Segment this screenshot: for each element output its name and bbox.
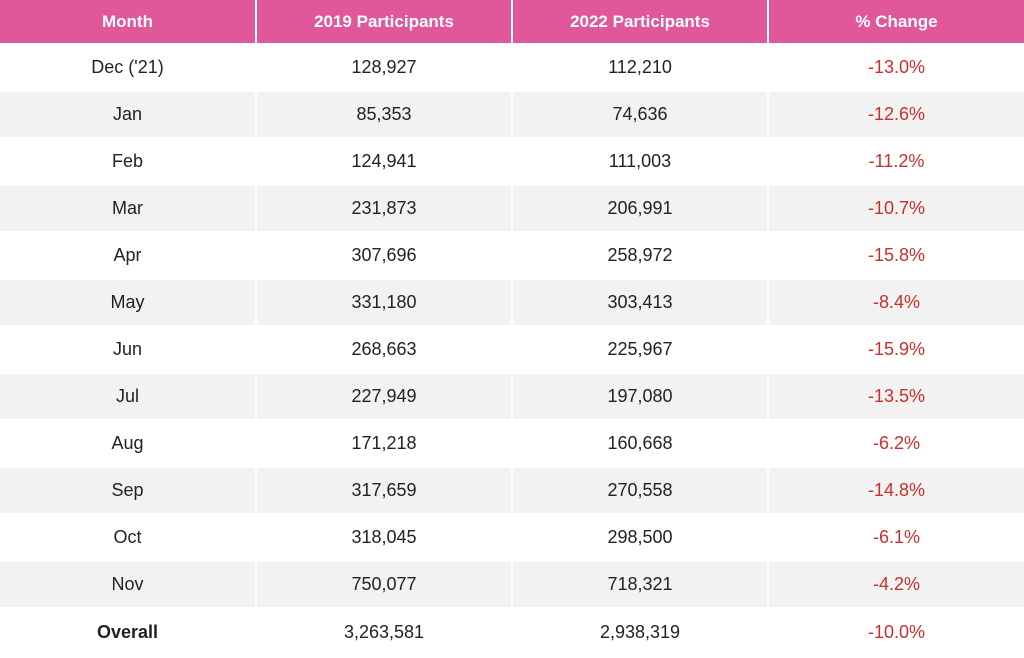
month-cell: May bbox=[0, 279, 257, 327]
participants-2022-cell: 270,558 bbox=[512, 467, 769, 515]
month-cell: Sep bbox=[0, 467, 257, 515]
month-cell: Mar bbox=[0, 185, 257, 233]
table-header: Month 2019 Participants 2022 Participant… bbox=[0, 0, 1024, 45]
participants-2022-cell: 112,210 bbox=[512, 44, 769, 92]
overall-change-cell: -10.0% bbox=[768, 608, 1024, 655]
participants-2022-cell: 197,080 bbox=[512, 373, 769, 421]
month-cell: Jul bbox=[0, 373, 257, 421]
month-cell: Nov bbox=[0, 561, 257, 609]
percent-change-cell: -10.7% bbox=[768, 185, 1024, 233]
column-header-2019-participants: 2019 Participants bbox=[256, 0, 513, 45]
participants-2019-cell: 227,949 bbox=[256, 373, 513, 421]
participants-2022-cell: 111,003 bbox=[512, 138, 769, 186]
table-row: Mar 231,873 206,991 -10.7% bbox=[0, 185, 1024, 233]
table-row: Apr 307,696 258,972 -15.8% bbox=[0, 232, 1024, 280]
percent-change-cell: -4.2% bbox=[768, 561, 1024, 609]
overall-label-cell: Overall bbox=[0, 608, 257, 655]
percent-change-cell: -6.1% bbox=[768, 514, 1024, 562]
participants-2022-cell: 303,413 bbox=[512, 279, 769, 327]
table-row: Aug 171,218 160,668 -6.2% bbox=[0, 420, 1024, 468]
table-row: Sep 317,659 270,558 -14.8% bbox=[0, 467, 1024, 515]
table-row: Oct 318,045 298,500 -6.1% bbox=[0, 514, 1024, 562]
table-row: Jun 268,663 225,967 -15.9% bbox=[0, 326, 1024, 374]
participants-2019-cell: 318,045 bbox=[256, 514, 513, 562]
participants-2022-cell: 258,972 bbox=[512, 232, 769, 280]
column-header-2022-participants: 2022 Participants bbox=[512, 0, 769, 45]
participants-2019-cell: 124,941 bbox=[256, 138, 513, 186]
month-cell: Jun bbox=[0, 326, 257, 374]
percent-change-cell: -12.6% bbox=[768, 91, 1024, 139]
participants-2019-cell: 331,180 bbox=[256, 279, 513, 327]
participants-2022-cell: 225,967 bbox=[512, 326, 769, 374]
month-cell: Oct bbox=[0, 514, 257, 562]
month-cell: Dec ('21) bbox=[0, 44, 257, 92]
column-header-month: Month bbox=[0, 0, 257, 45]
month-cell: Feb bbox=[0, 138, 257, 186]
table-row: Feb 124,941 111,003 -11.2% bbox=[0, 138, 1024, 186]
table-row: Jan 85,353 74,636 -12.6% bbox=[0, 91, 1024, 139]
table-body: Dec ('21) 128,927 112,210 -13.0% Jan 85,353 74… bbox=[0, 44, 1024, 655]
participants-2022-cell: 74,636 bbox=[512, 91, 769, 139]
participants-2022-cell: 160,668 bbox=[512, 420, 769, 468]
participants-2019-cell: 85,353 bbox=[256, 91, 513, 139]
participants-2019-cell: 307,696 bbox=[256, 232, 513, 280]
column-header-percent-change: % Change bbox=[768, 0, 1024, 45]
participants-2019-cell: 171,218 bbox=[256, 420, 513, 468]
participants-2019-cell: 268,663 bbox=[256, 326, 513, 374]
percent-change-cell: -13.5% bbox=[768, 373, 1024, 421]
percent-change-cell: -15.9% bbox=[768, 326, 1024, 374]
participants-2022-cell: 298,500 bbox=[512, 514, 769, 562]
participants-2022-cell: 718,321 bbox=[512, 561, 769, 609]
table-row: May 331,180 303,413 -8.4% bbox=[0, 279, 1024, 327]
month-cell: Jan bbox=[0, 91, 257, 139]
overall-2022-cell: 2,938,319 bbox=[512, 608, 769, 655]
percent-change-cell: -11.2% bbox=[768, 138, 1024, 186]
participants-2022-cell: 206,991 bbox=[512, 185, 769, 233]
participants-2019-cell: 317,659 bbox=[256, 467, 513, 515]
table-row: Nov 750,077 718,321 -4.2% bbox=[0, 561, 1024, 609]
table-row: Dec ('21) 128,927 112,210 -13.0% bbox=[0, 44, 1024, 92]
participants-2019-cell: 128,927 bbox=[256, 44, 513, 92]
percent-change-cell: -6.2% bbox=[768, 420, 1024, 468]
month-cell: Apr bbox=[0, 232, 257, 280]
table-row: Jul 227,949 197,080 -13.5% bbox=[0, 373, 1024, 421]
percent-change-cell: -8.4% bbox=[768, 279, 1024, 327]
participants-2019-cell: 231,873 bbox=[256, 185, 513, 233]
overall-2019-cell: 3,263,581 bbox=[256, 608, 513, 655]
percent-change-cell: -15.8% bbox=[768, 232, 1024, 280]
percent-change-cell: -13.0% bbox=[768, 44, 1024, 92]
participants-2019-cell: 750,077 bbox=[256, 561, 513, 609]
month-cell: Aug bbox=[0, 420, 257, 468]
header-row: Month 2019 Participants 2022 Participant… bbox=[0, 0, 1024, 45]
percent-change-cell: -14.8% bbox=[768, 467, 1024, 515]
overall-row: Overall 3,263,581 2,938,319 -10.0% bbox=[0, 608, 1024, 655]
